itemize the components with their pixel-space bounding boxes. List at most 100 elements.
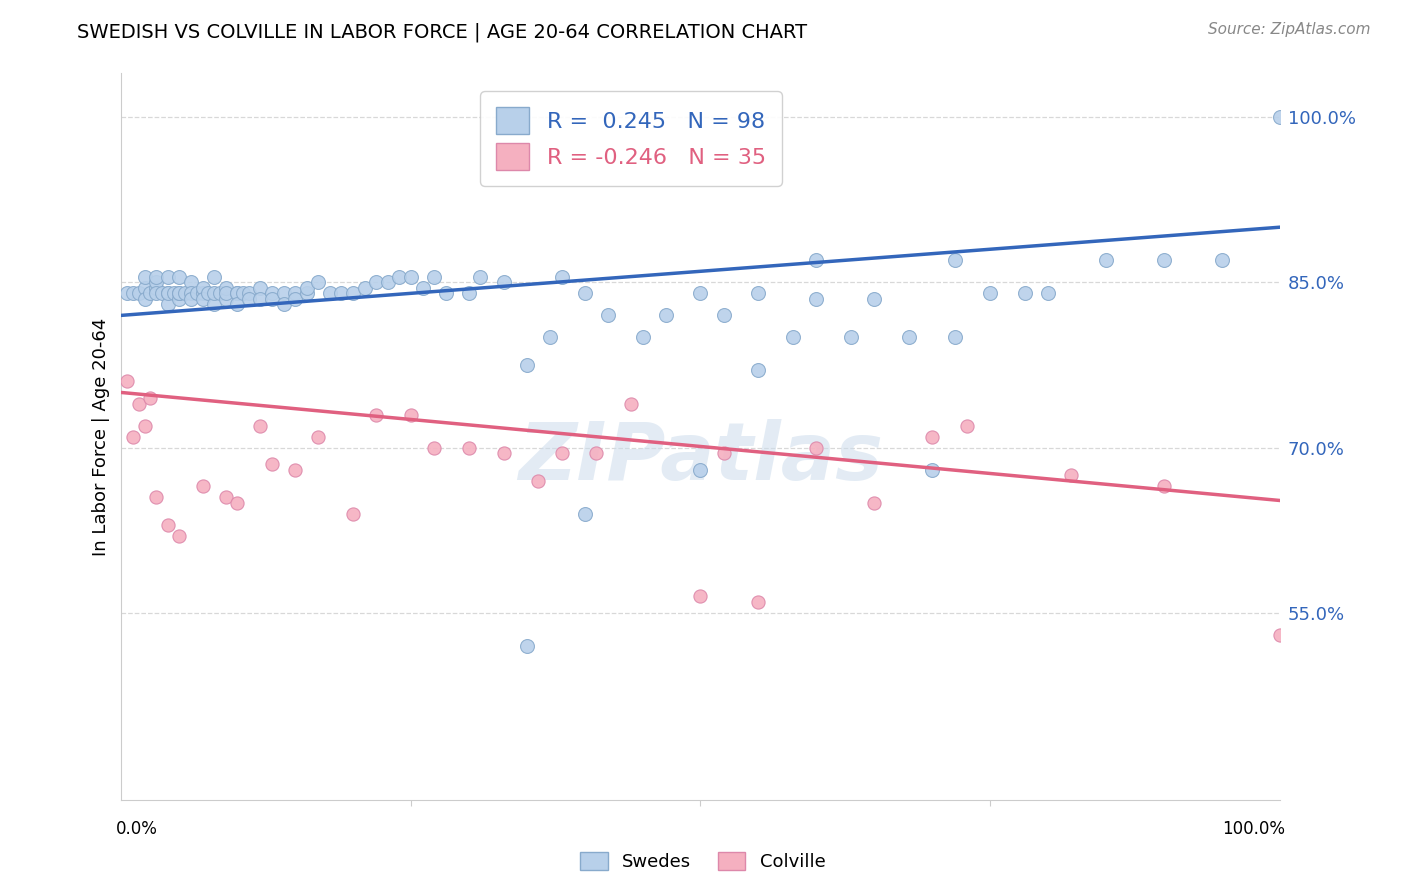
Point xyxy=(145,490,167,504)
Point xyxy=(202,286,225,301)
Point xyxy=(550,446,572,460)
Point xyxy=(215,490,238,504)
Point xyxy=(215,281,238,295)
Point xyxy=(1211,253,1233,268)
Point xyxy=(191,286,214,301)
Y-axis label: In Labor Force | Age 20-64: In Labor Force | Age 20-64 xyxy=(93,318,110,556)
Point xyxy=(747,595,769,609)
Point xyxy=(366,275,388,289)
Point xyxy=(839,330,862,344)
Point xyxy=(202,297,225,311)
Point xyxy=(897,330,920,344)
Text: SWEDISH VS COLVILLE IN LABOR FORCE | AGE 20-64 CORRELATION CHART: SWEDISH VS COLVILLE IN LABOR FORCE | AGE… xyxy=(77,22,807,42)
Point xyxy=(399,269,422,284)
Point xyxy=(1060,468,1083,483)
Point xyxy=(169,286,191,301)
Point xyxy=(260,286,283,301)
Point xyxy=(863,496,886,510)
Point xyxy=(156,286,179,301)
Point xyxy=(174,286,197,301)
Point xyxy=(943,330,966,344)
Point xyxy=(492,275,515,289)
Point xyxy=(423,269,446,284)
Point xyxy=(197,286,219,301)
Point xyxy=(215,292,238,306)
Point xyxy=(307,275,329,289)
Point xyxy=(713,446,735,460)
Point xyxy=(208,286,231,301)
Point xyxy=(128,396,150,410)
Point xyxy=(232,286,254,301)
Point xyxy=(284,292,307,306)
Point xyxy=(150,286,173,301)
Point xyxy=(1153,253,1175,268)
Point xyxy=(284,286,307,301)
Point xyxy=(215,286,238,301)
Point xyxy=(180,292,202,306)
Point xyxy=(191,281,214,295)
Point xyxy=(238,292,260,306)
Point xyxy=(747,363,769,377)
Point xyxy=(134,418,156,433)
Point xyxy=(226,286,249,301)
Point xyxy=(574,507,596,521)
Point xyxy=(956,418,979,433)
Text: 0.0%: 0.0% xyxy=(115,820,157,838)
Point xyxy=(1153,479,1175,493)
Point xyxy=(139,391,162,405)
Point xyxy=(527,474,550,488)
Point xyxy=(115,286,138,301)
Point xyxy=(806,292,828,306)
Point xyxy=(1014,286,1036,301)
Point xyxy=(782,330,804,344)
Point xyxy=(169,269,191,284)
Point xyxy=(550,269,572,284)
Point xyxy=(202,269,225,284)
Legend: R =  0.245   N = 98, R = -0.246   N = 35: R = 0.245 N = 98, R = -0.246 N = 35 xyxy=(481,91,782,186)
Point xyxy=(943,253,966,268)
Point xyxy=(226,496,249,510)
Point xyxy=(191,479,214,493)
Point xyxy=(353,281,375,295)
Point xyxy=(377,275,399,289)
Point xyxy=(134,292,156,306)
Point xyxy=(273,286,295,301)
Point xyxy=(134,269,156,284)
Point xyxy=(423,441,446,455)
Point xyxy=(260,457,283,471)
Point xyxy=(434,286,457,301)
Point xyxy=(145,269,167,284)
Point xyxy=(128,286,150,301)
Point xyxy=(1036,286,1059,301)
Point xyxy=(226,297,249,311)
Point xyxy=(307,429,329,443)
Point xyxy=(713,309,735,323)
Text: ZIPatlas: ZIPatlas xyxy=(517,419,883,498)
Text: Source: ZipAtlas.com: Source: ZipAtlas.com xyxy=(1208,22,1371,37)
Point xyxy=(516,358,538,372)
Point xyxy=(145,275,167,289)
Point xyxy=(122,429,145,443)
Point xyxy=(156,297,179,311)
Point xyxy=(631,330,654,344)
Point xyxy=(156,286,179,301)
Point xyxy=(596,309,619,323)
Point xyxy=(134,281,156,295)
Point xyxy=(260,292,283,306)
Point xyxy=(921,462,943,476)
Point xyxy=(585,446,607,460)
Point xyxy=(654,309,676,323)
Point xyxy=(249,292,271,306)
Point xyxy=(574,286,596,301)
Point xyxy=(806,441,828,455)
Point xyxy=(342,507,364,521)
Point xyxy=(180,275,202,289)
Point xyxy=(249,418,271,433)
Point xyxy=(191,292,214,306)
Point xyxy=(145,281,167,295)
Point xyxy=(156,269,179,284)
Point xyxy=(1094,253,1116,268)
Point xyxy=(689,286,711,301)
Legend: Swedes, Colville: Swedes, Colville xyxy=(574,845,832,879)
Point xyxy=(516,639,538,653)
